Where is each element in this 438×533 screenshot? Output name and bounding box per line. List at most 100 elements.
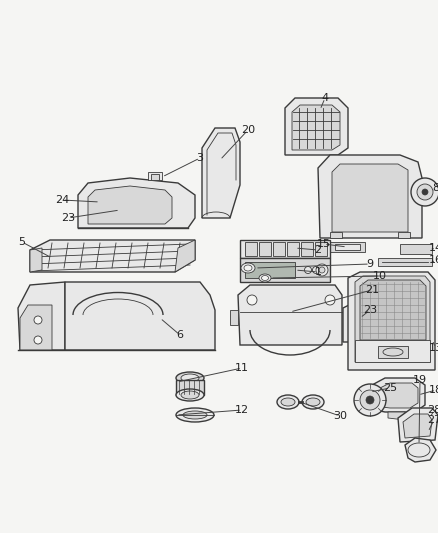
Polygon shape (301, 242, 313, 256)
Polygon shape (378, 346, 408, 358)
Circle shape (366, 396, 374, 404)
Polygon shape (259, 242, 271, 256)
Polygon shape (245, 262, 295, 278)
Text: 11: 11 (235, 363, 249, 373)
Ellipse shape (181, 391, 199, 399)
Polygon shape (245, 242, 257, 256)
Polygon shape (398, 408, 438, 442)
Ellipse shape (181, 374, 199, 382)
Text: 1: 1 (314, 267, 321, 277)
Circle shape (247, 295, 257, 305)
Text: 18: 18 (429, 385, 438, 395)
Polygon shape (332, 164, 408, 232)
Text: 23: 23 (363, 305, 377, 315)
Polygon shape (238, 285, 342, 345)
Polygon shape (78, 178, 195, 228)
Polygon shape (403, 414, 432, 438)
Ellipse shape (281, 398, 295, 406)
Polygon shape (350, 308, 393, 338)
Polygon shape (285, 98, 348, 155)
Text: 16: 16 (429, 255, 438, 265)
Text: 21: 21 (365, 285, 379, 295)
Polygon shape (380, 383, 418, 408)
Text: 24: 24 (55, 195, 69, 205)
Polygon shape (230, 310, 238, 325)
Text: 15: 15 (317, 239, 331, 249)
Polygon shape (240, 240, 330, 258)
Text: 12: 12 (235, 405, 249, 415)
Polygon shape (330, 232, 342, 238)
Polygon shape (148, 172, 162, 180)
Text: 13: 13 (429, 343, 438, 353)
Text: 5: 5 (18, 237, 25, 247)
Polygon shape (202, 128, 240, 218)
Text: 3: 3 (197, 153, 204, 163)
Polygon shape (88, 186, 172, 224)
Text: 25: 25 (383, 383, 397, 393)
Polygon shape (287, 242, 299, 256)
Circle shape (411, 178, 438, 206)
Circle shape (316, 264, 328, 276)
Ellipse shape (244, 265, 252, 271)
Text: 30: 30 (333, 411, 347, 421)
Polygon shape (273, 242, 285, 256)
Circle shape (354, 384, 386, 416)
Circle shape (312, 266, 319, 273)
Polygon shape (151, 174, 159, 180)
Circle shape (34, 316, 42, 324)
Polygon shape (65, 282, 215, 350)
Ellipse shape (176, 372, 204, 384)
Polygon shape (30, 240, 195, 272)
Text: 6: 6 (177, 330, 184, 340)
Polygon shape (348, 272, 435, 370)
Ellipse shape (176, 389, 204, 401)
Polygon shape (315, 242, 327, 256)
Text: 2: 2 (314, 245, 321, 255)
Polygon shape (360, 280, 426, 340)
Polygon shape (292, 105, 340, 150)
Circle shape (422, 189, 428, 195)
Text: 19: 19 (413, 375, 427, 385)
Polygon shape (335, 244, 360, 250)
Text: 10: 10 (373, 271, 387, 281)
Polygon shape (30, 248, 42, 272)
Circle shape (34, 336, 42, 344)
Polygon shape (355, 276, 430, 362)
Bar (176, 380, 204, 395)
Polygon shape (388, 412, 405, 420)
Text: 27: 27 (427, 415, 438, 425)
Text: 28: 28 (427, 405, 438, 415)
Ellipse shape (277, 395, 299, 409)
Ellipse shape (302, 395, 324, 409)
Ellipse shape (259, 274, 271, 282)
Polygon shape (343, 302, 398, 342)
Text: 9: 9 (367, 259, 374, 269)
Polygon shape (400, 244, 432, 254)
Ellipse shape (241, 263, 255, 273)
Circle shape (304, 266, 311, 273)
Ellipse shape (183, 411, 207, 419)
Text: 20: 20 (241, 125, 255, 135)
Polygon shape (240, 258, 330, 282)
Ellipse shape (306, 398, 320, 406)
Text: 8: 8 (432, 183, 438, 193)
Circle shape (360, 390, 380, 410)
Polygon shape (355, 340, 430, 362)
Ellipse shape (176, 408, 214, 422)
Polygon shape (330, 242, 365, 252)
Circle shape (319, 267, 325, 273)
Polygon shape (405, 438, 436, 462)
Circle shape (417, 184, 433, 200)
Polygon shape (18, 282, 65, 350)
Text: 4: 4 (321, 93, 328, 103)
Text: 14: 14 (429, 243, 438, 253)
Polygon shape (318, 155, 422, 238)
Text: 23: 23 (61, 213, 75, 223)
Polygon shape (20, 305, 52, 350)
Polygon shape (372, 378, 425, 412)
Ellipse shape (261, 276, 268, 280)
Polygon shape (378, 258, 432, 266)
Circle shape (321, 266, 328, 273)
Polygon shape (398, 232, 410, 238)
Polygon shape (175, 240, 195, 272)
